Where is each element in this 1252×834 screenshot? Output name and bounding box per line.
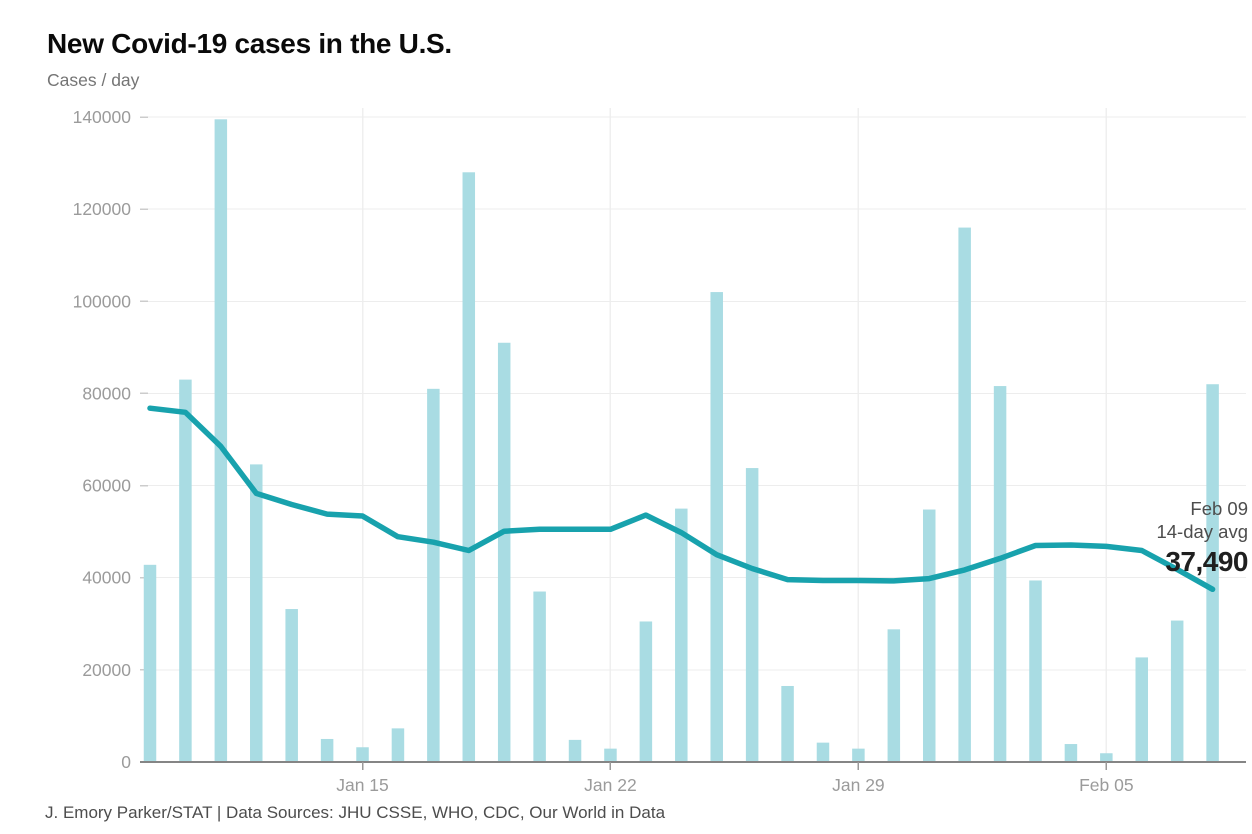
- source-credit: J. Emory Parker/STAT | Data Sources: JHU…: [45, 803, 666, 822]
- bar: [462, 172, 476, 763]
- bar: [533, 591, 546, 762]
- bar: [320, 738, 334, 762]
- bar: [179, 379, 192, 762]
- y-axis-tick-label: 140000: [73, 107, 132, 127]
- bar: [604, 748, 617, 762]
- bar: [1064, 744, 1078, 762]
- x-axis-tick-label: Jan 29: [832, 775, 885, 795]
- bar: [922, 509, 936, 762]
- bar: [639, 621, 653, 762]
- bar: [675, 508, 688, 762]
- bar: [993, 386, 1007, 762]
- bar: [745, 468, 759, 762]
- bar: [143, 564, 157, 762]
- bar: [958, 227, 971, 763]
- bar: [568, 739, 582, 762]
- y-axis-tick-label: 100000: [73, 291, 132, 311]
- bar: [887, 629, 901, 762]
- bar: [781, 685, 794, 762]
- bar: [1100, 753, 1113, 762]
- avg-line: [147, 405, 1216, 593]
- bar: [285, 609, 298, 762]
- bar: [214, 119, 228, 762]
- bar: [1029, 580, 1042, 762]
- y-axis-tick-label: 120000: [73, 199, 132, 219]
- bar: [852, 748, 865, 762]
- bar: [1206, 384, 1219, 762]
- annotation-date: Feb 09: [1190, 498, 1248, 519]
- bar: [391, 728, 405, 762]
- x-axis-tick-label: Jan 15: [336, 775, 389, 795]
- y-axis-unit-label: Cases / day: [47, 70, 140, 90]
- y-axis-tick-label: 0: [121, 752, 131, 772]
- page-title: New Covid-19 cases in the U.S.: [47, 28, 452, 59]
- bar: [710, 292, 723, 762]
- bar: [250, 464, 263, 762]
- bar: [816, 742, 830, 762]
- x-axis-tick-label: Jan 22: [584, 775, 637, 795]
- y-axis-tick-label: 40000: [82, 568, 131, 588]
- y-axis-tick-label: 20000: [82, 660, 131, 680]
- line-end-annotation: Feb 09 14-day avg 37,490: [1156, 497, 1248, 578]
- bar: [356, 747, 369, 762]
- bar: [427, 388, 440, 762]
- bar: [1135, 657, 1149, 762]
- x-axis-tick-label: Feb 05: [1079, 775, 1133, 795]
- annotation-series: 14-day avg: [1156, 521, 1248, 542]
- bar: [1170, 620, 1184, 762]
- bar: [497, 342, 511, 762]
- y-axis-tick-label: 80000: [82, 383, 131, 403]
- y-axis-tick-label: 60000: [82, 476, 131, 496]
- annotation-value: 37,490: [1165, 546, 1248, 577]
